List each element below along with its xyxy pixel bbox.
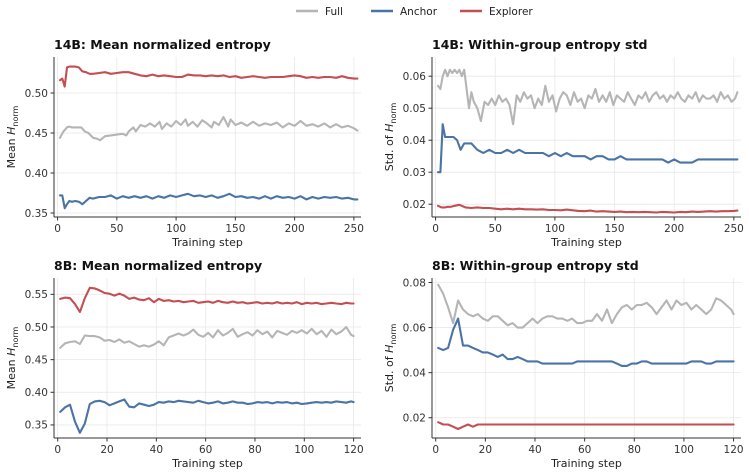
y-tick-label: 0.04 [403, 135, 427, 147]
x-tick-label: 100 [294, 444, 314, 456]
x-tick-label: 0 [54, 444, 61, 456]
chart-14b-mean: 0 50 100 150 200 250 0.35 0.40 0.45 0.50 14B: Mean… [5, 37, 364, 249]
series-line-explorer [58, 65, 359, 88]
x-tick-label: 50 [110, 223, 123, 235]
x-tick-label: 0 [432, 223, 439, 235]
y-tick-label: 0.04 [403, 367, 427, 379]
legend-label-full: Full [325, 6, 343, 18]
x-tick-label: 0 [54, 223, 61, 235]
x-tick-label: 60 [199, 444, 212, 456]
x-tick-label: 20 [100, 444, 113, 456]
y-axis-label: Std. of Hnorm [383, 103, 398, 172]
series-line-anchor [436, 123, 739, 174]
y-tick-label: 0.40 [25, 168, 48, 180]
x-tick-label: 120 [724, 444, 744, 456]
y-tick-label: 0.02 [403, 199, 426, 211]
y-tick-label: 0.45 [25, 128, 48, 140]
x-tick-label: 250 [344, 223, 364, 235]
series-line-explorer [436, 203, 739, 214]
x-tick-label: 100 [674, 444, 694, 456]
chart-14b-std: 0 50 100 150 200 250 0.02 0.03 0.04 0.05 0.06 14B: … [383, 37, 744, 249]
series-line-anchor [58, 192, 359, 210]
series-line-full [59, 325, 355, 349]
y-axis-label: Mean Hnorm [5, 105, 20, 168]
x-tick-label: 250 [724, 223, 744, 235]
y-tick-label: 0.55 [25, 289, 48, 301]
series-line-full [437, 283, 735, 329]
x-tick-label: 50 [489, 223, 502, 235]
x-tick-label: 60 [578, 444, 591, 456]
y-tick-label: 0.02 [403, 413, 426, 425]
y-tick-label: 0.06 [403, 71, 427, 83]
y-tick-label: 0.06 [403, 322, 427, 334]
y-tick-label: 0.08 [403, 277, 426, 289]
series-line-anchor [59, 398, 355, 434]
x-tick-label: 20 [479, 444, 492, 456]
legend-label-anchor: Anchor [400, 6, 438, 18]
series-line-full [58, 115, 359, 142]
series-line-anchor [437, 317, 735, 367]
y-tick-label: 0.50 [25, 88, 48, 100]
chart-title: 14B: Within-group entropy std [432, 37, 647, 52]
legend-label-explorer: Explorer [489, 6, 533, 18]
chart-title: 8B: Within-group entropy std [432, 258, 639, 273]
x-tick-label: 200 [285, 223, 305, 235]
x-tick-label: 150 [225, 223, 245, 235]
chart-title: 8B: Mean normalized entropy [54, 258, 262, 273]
x-tick-label: 100 [166, 223, 186, 235]
chart-8b-mean: 0 20 40 60 80 100 120 0.35 0.40 0.45 0.50 0.55 8B: M… [5, 258, 364, 470]
x-tick-label: 200 [664, 223, 684, 235]
y-tick-label: 0.05 [403, 103, 426, 115]
x-tick-label: 120 [344, 444, 364, 456]
x-axis-label: Training step [171, 236, 243, 249]
x-tick-label: 80 [248, 444, 261, 456]
y-tick-label: 0.35 [25, 420, 48, 432]
y-axis-label: Std. of Hnorm [383, 324, 398, 393]
y-tick-label: 0.40 [25, 387, 48, 399]
x-axis-label: Training step [171, 457, 243, 470]
y-tick-label: 0.03 [403, 167, 426, 179]
series-line-explorer [437, 421, 735, 431]
x-axis-label: Training step [550, 457, 622, 470]
x-tick-label: 40 [528, 444, 541, 456]
x-tick-label: 150 [605, 223, 625, 235]
y-tick-label: 0.35 [25, 208, 48, 220]
x-tick-label: 0 [432, 444, 439, 456]
chart-title: 14B: Mean normalized entropy [54, 37, 271, 52]
y-axis-label: Mean Hnorm [5, 326, 20, 389]
x-axis-label: Training step [550, 236, 622, 249]
legend: Full Anchor Explorer [296, 6, 533, 18]
y-tick-label: 0.45 [25, 354, 48, 366]
y-tick-label: 0.50 [25, 322, 48, 334]
x-tick-label: 100 [545, 223, 565, 235]
x-tick-label: 80 [628, 444, 641, 456]
series-line-explorer [59, 286, 355, 314]
chart-8b-std: 0 20 40 60 80 100 120 0.02 0.04 0.06 0.08 8B: Withi… [383, 258, 744, 470]
series-line-full [436, 68, 739, 126]
x-tick-label: 40 [150, 444, 163, 456]
